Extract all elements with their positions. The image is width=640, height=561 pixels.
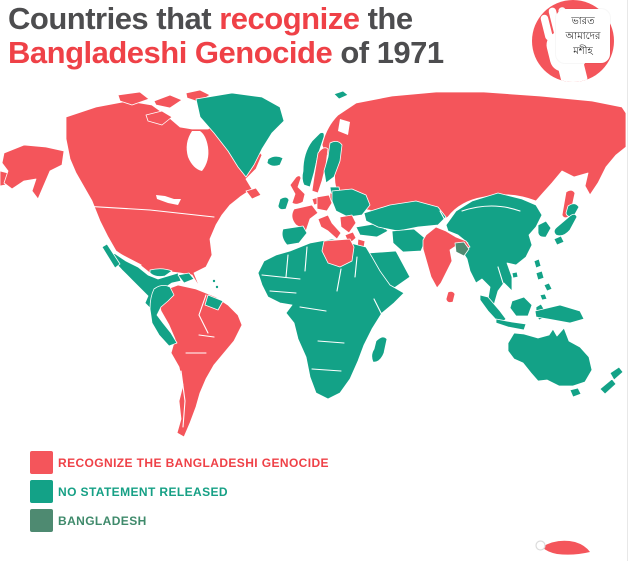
region-newfoundland <box>245 187 262 200</box>
region-sweden <box>311 147 329 194</box>
sea-great-lakes <box>156 195 181 205</box>
region-south-america-main <box>157 284 243 438</box>
sea-hudson-bay <box>186 131 209 171</box>
region-group-new-zealand <box>599 366 624 395</box>
region-guianas <box>204 294 224 311</box>
title-segment-highlight: Bangladeshi Genocide <box>8 35 333 70</box>
bubble-text-line: ভারত <box>571 15 595 27</box>
legend-label: RECOGNIZE THE BANGLADESHI GENOCIDE <box>58 455 329 470</box>
world-map <box>0 89 627 438</box>
region-finland <box>323 141 343 184</box>
legend-swatch-bangladesh <box>30 509 53 532</box>
region-greenland <box>195 92 285 178</box>
sea-white-sea <box>338 119 350 135</box>
legend-item-bangladesh: BANGLADESH <box>30 509 329 532</box>
region-sri-lanka <box>445 290 456 303</box>
region-alaska <box>1 144 65 200</box>
region-korea <box>537 220 552 238</box>
region-libya <box>321 238 355 268</box>
bubble-text-line: আমাদের <box>565 30 601 42</box>
region-eastern-europe <box>331 188 371 218</box>
region-andes-west <box>149 285 178 347</box>
region-group-lesser-antilles <box>211 278 219 289</box>
legend-item-recognize: RECOGNIZE THE BANGLADESHI GENOCIDE <box>30 451 329 474</box>
region-norway <box>301 132 325 188</box>
region-iran <box>391 228 427 253</box>
region-hainan <box>511 271 519 279</box>
region-iceland <box>266 155 284 167</box>
region-italy <box>317 214 342 240</box>
title-segment-highlight: recognize <box>219 1 360 36</box>
region-taiwan <box>533 258 542 269</box>
region-new-guinea <box>534 304 585 324</box>
legend-label: NO STATEMENT RELEASED <box>58 484 228 499</box>
region-tasmania <box>569 387 582 398</box>
region-australia <box>507 327 593 387</box>
legend-swatch-recognize <box>30 451 53 474</box>
country-border-lines <box>65 204 521 428</box>
region-group-japan <box>553 203 580 246</box>
region-iberia <box>281 225 308 246</box>
region-ireland <box>277 196 290 210</box>
corner-decoration <box>535 540 590 555</box>
logo-speech-bubble: ভারত আমাদের মশীহ <box>556 9 610 63</box>
region-africa <box>257 238 405 400</box>
legend-item-no-statement: NO STATEMENT RELEASED <box>30 480 329 503</box>
region-cuba <box>149 268 173 277</box>
title-segment: Countries that <box>8 1 220 36</box>
title-segment: of 1971 <box>332 35 444 70</box>
region-france <box>291 204 319 232</box>
region-svalbard <box>333 90 349 100</box>
logo-badge: ভারত আমাদের মশীহ <box>532 0 614 82</box>
region-balkans <box>339 214 357 234</box>
map-legend: RECOGNIZE THE BANGLADESHI GENOCIDE NO ST… <box>30 451 329 538</box>
region-group-philippines <box>535 270 553 301</box>
region-hispaniola <box>177 272 195 284</box>
region-russia <box>321 91 627 223</box>
region-baja-california <box>101 243 121 269</box>
region-canada-usa <box>65 100 263 289</box>
bubble-text-line: মশীহ <box>573 45 593 57</box>
page-title: Countries that recognize the Bangladeshi … <box>8 2 444 70</box>
region-east-asia <box>445 192 543 306</box>
legend-label: BANGLADESH <box>58 513 147 528</box>
region-central-asia <box>363 200 447 232</box>
title-segment: the <box>359 1 414 36</box>
legend-swatch-no-statement <box>30 480 53 503</box>
region-germany <box>316 194 333 212</box>
region-uk <box>289 175 306 205</box>
region-bangladesh <box>454 241 470 257</box>
region-madagascar <box>371 336 388 363</box>
